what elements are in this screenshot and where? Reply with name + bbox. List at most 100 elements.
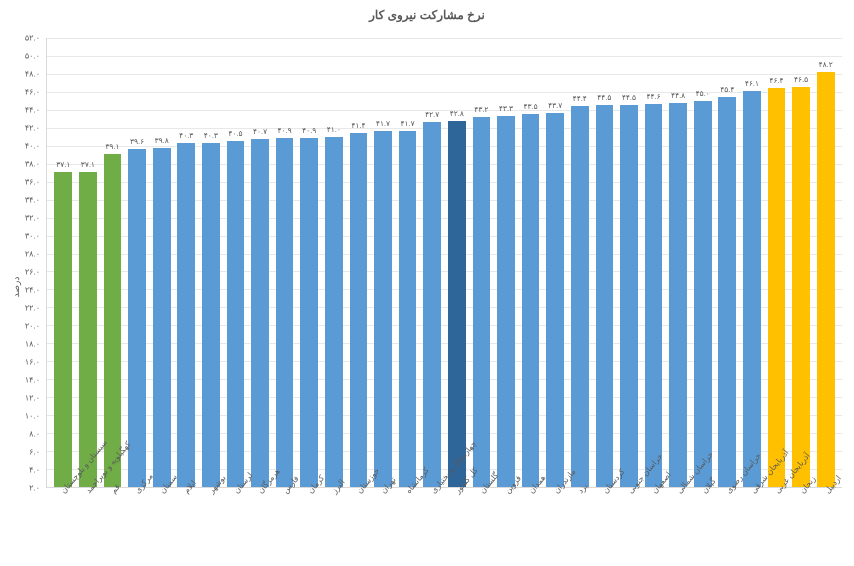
bar-slot: ۴۲.۸ <box>445 38 470 487</box>
bar-value-label: ۴۰.۷ <box>253 127 267 136</box>
bar: ۳۹.۸ <box>153 148 171 487</box>
y-tick-label: ۱۲.۰ <box>25 394 40 403</box>
bar: ۳۹.۱ <box>104 154 122 487</box>
bar-value-label: ۴۰.۹ <box>302 126 316 135</box>
bar-slot: ۴۴.۴ <box>567 38 592 487</box>
y-tick-label: ۱۰.۰ <box>25 412 40 421</box>
bar: ۳۷.۱ <box>54 172 72 487</box>
bar-value-label: ۴۰.۹ <box>278 126 292 135</box>
bar: ۴۰.۵ <box>227 141 245 487</box>
bar-slot: ۴۴.۵ <box>592 38 617 487</box>
bar-slot: ۴۱.۷ <box>395 38 420 487</box>
bar-slot: ۴۳.۷ <box>543 38 568 487</box>
bar-value-label: ۴۲.۷ <box>425 110 439 119</box>
x-label-slot: هرمزگان <box>247 490 272 566</box>
bar-slot: ۴۰.۷ <box>248 38 273 487</box>
y-tick-label: ۳۸.۰ <box>25 160 40 169</box>
bar: ۴۶.۵ <box>792 87 810 487</box>
plot-area: ۳۷.۱۳۷.۱۳۹.۱۳۹.۶۳۹.۸۴۰.۳۴۰.۳۴۰.۵۴۰.۷۴۰.۹… <box>46 38 842 488</box>
x-label-slot: قزوین <box>493 490 518 566</box>
bar-slot: ۴۱.۰ <box>322 38 347 487</box>
bar: ۴۴.۶ <box>645 104 663 487</box>
bar: ۴۱.۷ <box>374 131 392 488</box>
x-label-slot: خراسان رضوی <box>715 490 740 566</box>
bar-slot: ۴۵.۴ <box>715 38 740 487</box>
y-tick-label: ۵۰.۰ <box>25 52 40 61</box>
x-label-slot: یزد <box>567 490 592 566</box>
x-label-slot: گلستان <box>469 490 494 566</box>
bar-value-label: ۳۹.۱ <box>105 142 119 151</box>
bar-value-label: ۴۱.۷ <box>376 119 390 128</box>
x-label-slot: خراسان شمالی <box>666 490 691 566</box>
bar-slot: ۳۹.۱ <box>100 38 125 487</box>
bar-value-label: ۴۴.۴ <box>573 94 587 103</box>
bar: ۴۶.۴ <box>768 88 786 487</box>
bar: ۴۴.۸ <box>669 103 687 487</box>
bar-slot: ۴۰.۵ <box>223 38 248 487</box>
bar-value-label: ۴۰.۵ <box>228 129 242 138</box>
chart-title: نرخ مشارکت نیروی کار <box>0 8 854 22</box>
y-tick-label: ۳۲.۰ <box>25 214 40 223</box>
bar-value-label: ۴۸.۲ <box>819 60 833 69</box>
bar-slot: ۴۰.۹ <box>272 38 297 487</box>
y-tick-label: ۵۲.۰ <box>25 34 40 43</box>
bar-slot: ۳۷.۱ <box>51 38 76 487</box>
bar-slot: ۴۳.۳ <box>494 38 519 487</box>
bar-slot: ۴۶.۱ <box>740 38 765 487</box>
x-label-slot: سمنان <box>149 490 174 566</box>
y-tick-label: ۲.۰ <box>29 484 40 493</box>
bar: ۴۱.۴ <box>350 133 368 487</box>
bar-slot: ۴۲.۷ <box>420 38 445 487</box>
x-label-slot: کرمان <box>296 490 321 566</box>
x-label-slot: خوزستان <box>346 490 371 566</box>
bar-slot: ۴۶.۵ <box>789 38 814 487</box>
bar-value-label: ۴۳.۳ <box>499 104 513 113</box>
bar: ۴۰.۳ <box>202 143 220 487</box>
x-label-slot: لرستان <box>222 490 247 566</box>
bar-value-label: ۴۰.۳ <box>204 131 218 140</box>
bar-value-label: ۴۰.۳ <box>179 131 193 140</box>
bar-value-label: ۴۶.۵ <box>794 75 808 84</box>
y-tick-label: ۲۸.۰ <box>25 250 40 259</box>
bar-slot: ۴۱.۴ <box>346 38 371 487</box>
bars-container: ۳۷.۱۳۷.۱۳۹.۱۳۹.۶۳۹.۸۴۰.۳۴۰.۳۴۰.۵۴۰.۷۴۰.۹… <box>47 38 842 487</box>
bar-value-label: ۳۷.۱ <box>56 160 70 169</box>
bar: ۴۳.۵ <box>522 114 540 487</box>
bar-slot: ۳۹.۶ <box>125 38 150 487</box>
bar-slot: ۳۷.۱ <box>76 38 101 487</box>
y-tick-label: ۸.۰ <box>29 430 40 439</box>
y-tick-label: ۴۴.۰ <box>25 106 40 115</box>
x-label-slot: فارس <box>272 490 297 566</box>
x-label-slot: ایلام <box>173 490 198 566</box>
bar: ۳۹.۶ <box>128 149 146 487</box>
bar-value-label: ۴۳.۲ <box>474 105 488 114</box>
bar-slot: ۴۶.۴ <box>764 38 789 487</box>
x-label-slot: تهران <box>370 490 395 566</box>
y-tick-label: ۱۴.۰ <box>25 376 40 385</box>
bar-value-label: ۴۶.۱ <box>745 79 759 88</box>
bar-slot: ۴۳.۵ <box>518 38 543 487</box>
bar: ۴۳.۷ <box>546 113 564 487</box>
x-label-slot: چهارمحال و بختیاری <box>419 490 444 566</box>
x-label-slot: کل کشور <box>444 490 469 566</box>
x-label-slot: مرکزی <box>124 490 149 566</box>
bar-slot: ۴۴.۸ <box>666 38 691 487</box>
bar-slot: ۴۸.۲ <box>813 38 838 487</box>
x-label-slot: سیستان و بلوچستان <box>50 490 75 566</box>
bar: ۴۴.۵ <box>596 105 614 487</box>
bar-value-label: ۴۴.۵ <box>622 93 636 102</box>
y-tick-label: ۲۶.۰ <box>25 268 40 277</box>
y-tick-label: ۲۰.۰ <box>25 322 40 331</box>
bar-value-label: ۴۵.۴ <box>720 85 734 94</box>
x-label-slot: اردبیل <box>813 490 838 566</box>
y-tick-label: ۴.۰ <box>29 466 40 475</box>
bar-value-label: ۴۳.۵ <box>523 102 537 111</box>
bar-value-label: ۴۶.۴ <box>769 76 783 85</box>
bar-value-label: ۴۳.۷ <box>548 101 562 110</box>
bar: ۴۱.۰ <box>325 137 343 487</box>
bar-value-label: ۴۴.۵ <box>597 93 611 102</box>
bar-value-label: ۴۱.۷ <box>401 119 415 128</box>
bar-value-label: ۴۱.۰ <box>327 125 341 134</box>
bar-slot: ۴۱.۷ <box>371 38 396 487</box>
bar-slot: ۴۵.۰ <box>690 38 715 487</box>
